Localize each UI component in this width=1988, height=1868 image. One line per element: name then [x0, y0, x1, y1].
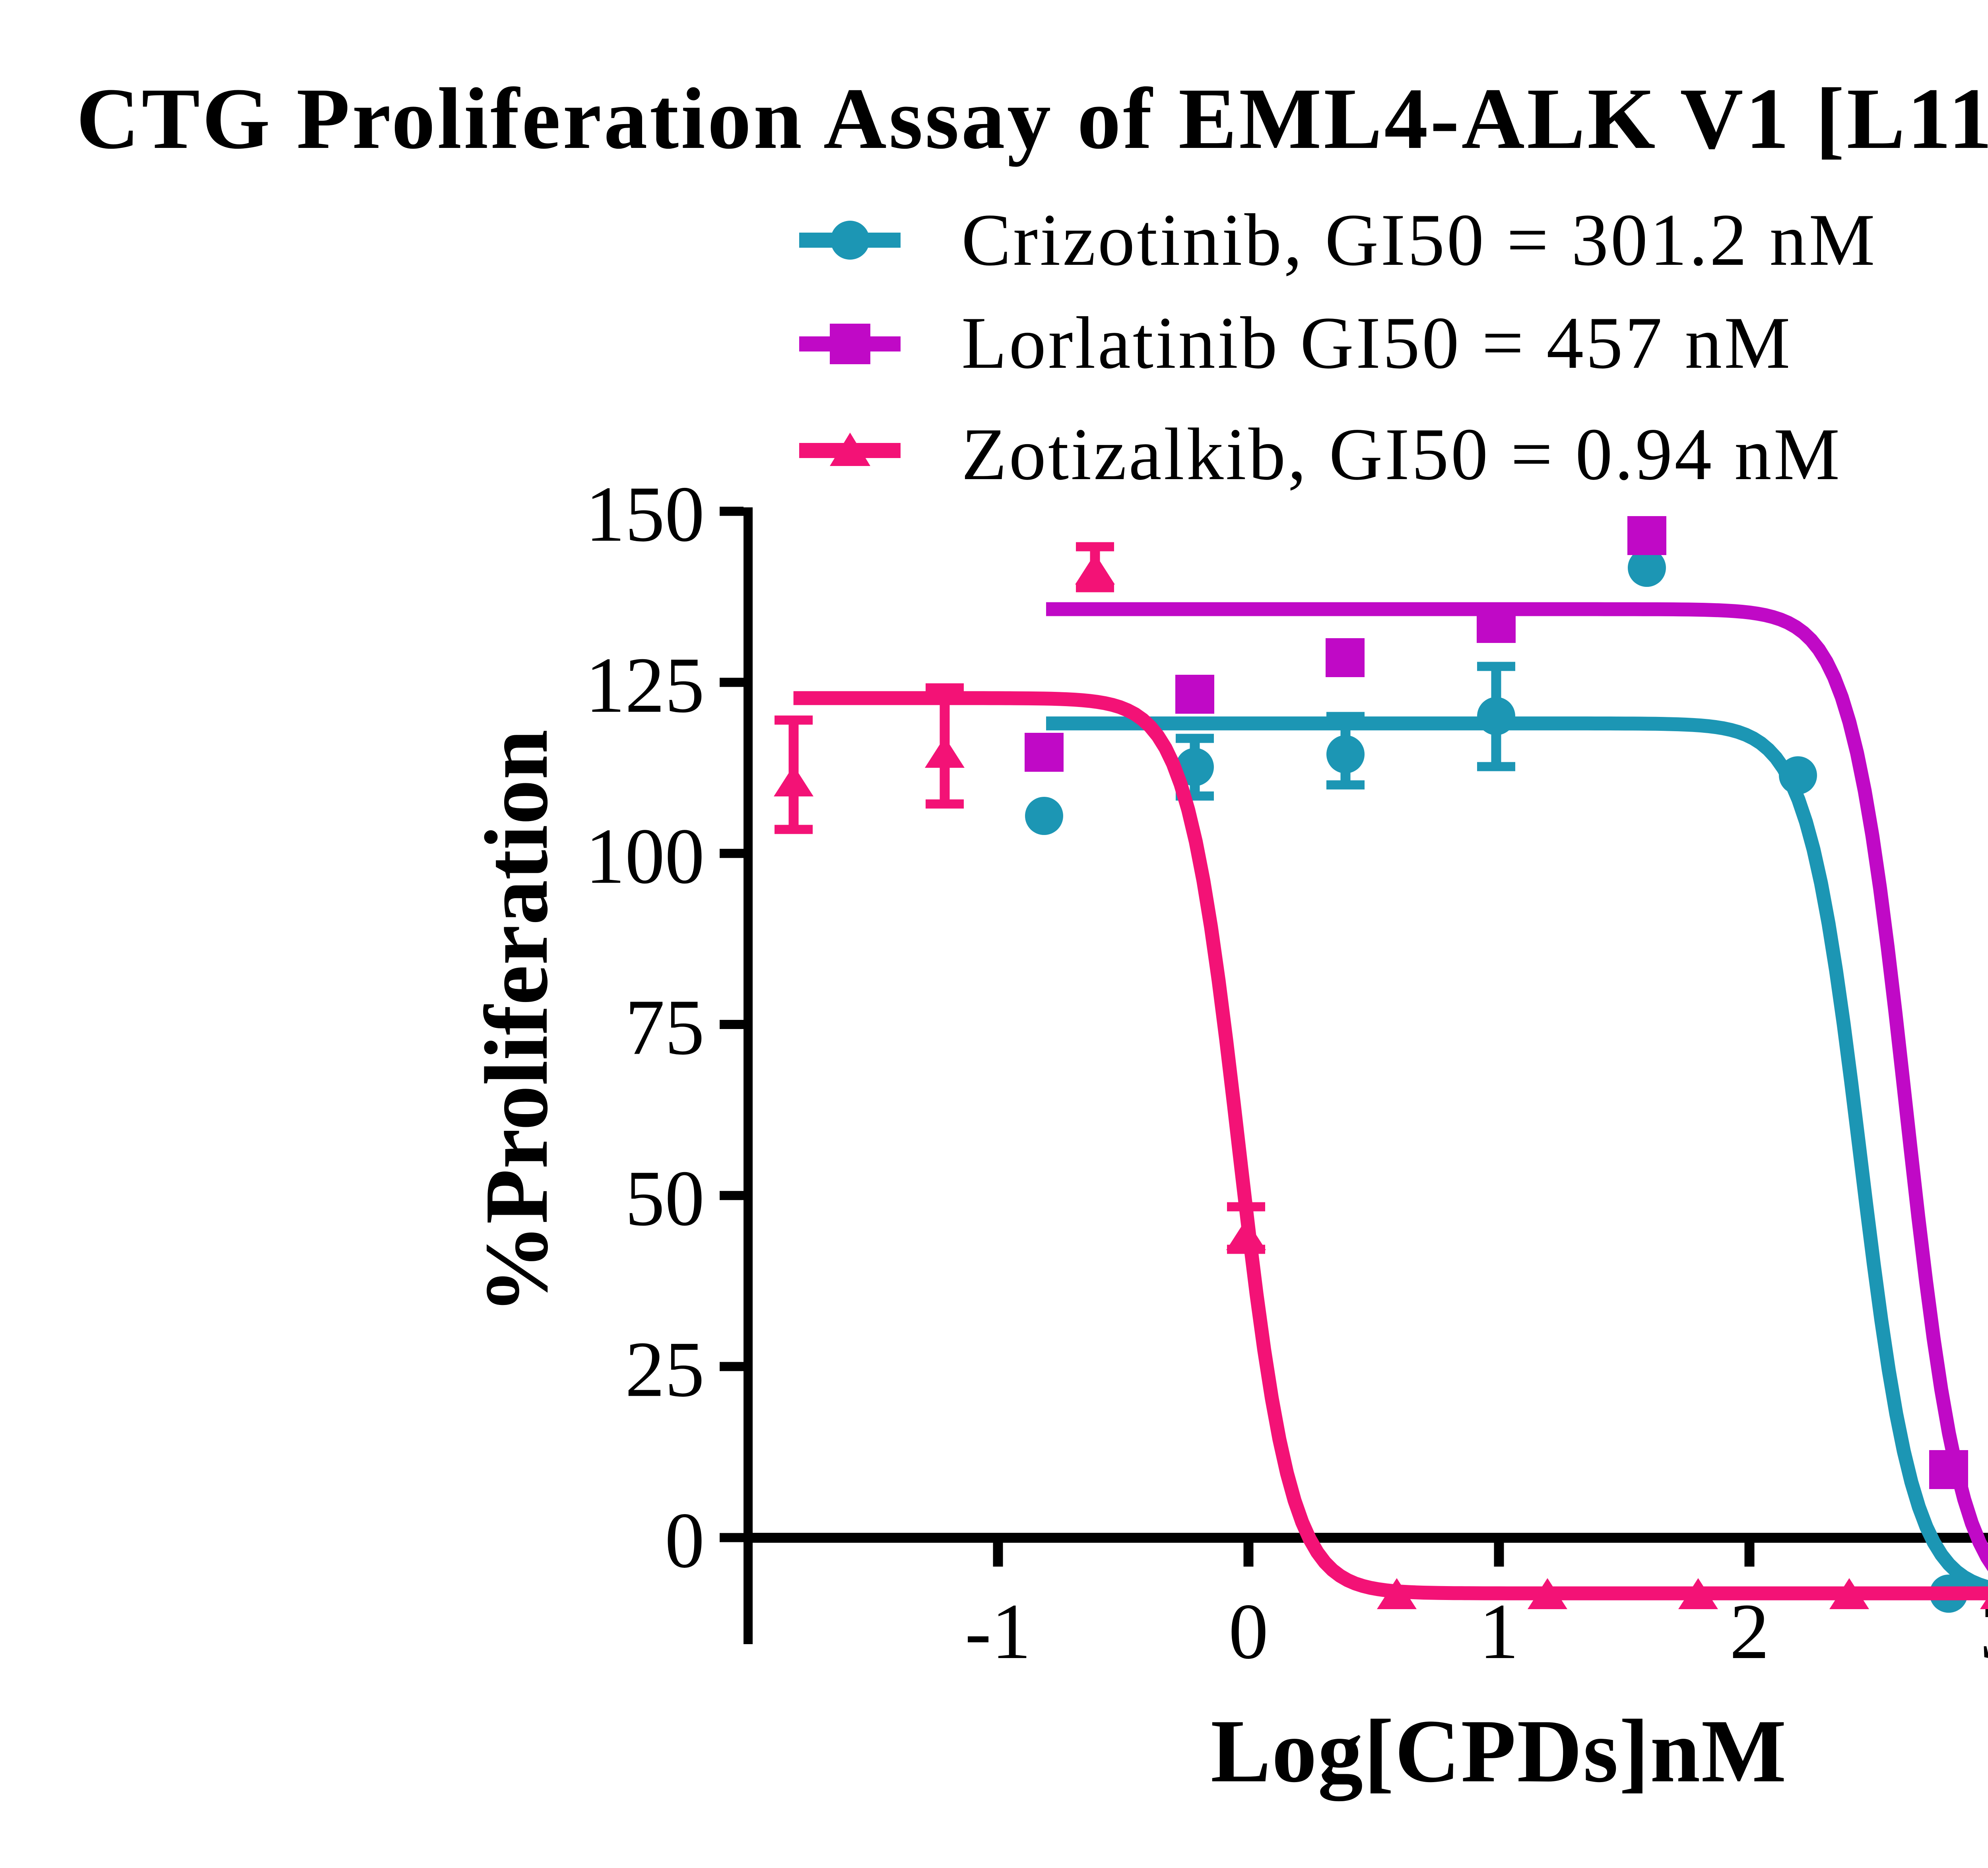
- svg-text:25: 25: [625, 1326, 705, 1414]
- svg-text:150: 150: [585, 470, 705, 558]
- svg-text:Lorlatinib GI50 = 457 nM: Lorlatinib GI50 = 457 nM: [961, 302, 1792, 384]
- svg-text:3: 3: [1980, 1588, 1988, 1676]
- svg-text:0: 0: [665, 1497, 705, 1584]
- svg-text:75: 75: [625, 984, 705, 1072]
- svg-text:1: 1: [1479, 1588, 1519, 1676]
- svg-text:100: 100: [585, 812, 705, 900]
- svg-text:Zotizalkib, GI50 = 0.94 nM: Zotizalkib, GI50 = 0.94 nM: [961, 413, 1842, 495]
- svg-text:CTG Proliferation Assay of EML: CTG Proliferation Assay of EML4-ALK V1 […: [76, 70, 1988, 167]
- svg-text:2: 2: [1730, 1588, 1769, 1676]
- svg-text:Log[CPDs]nM: Log[CPDs]nM: [1211, 1701, 1787, 1801]
- svg-text:-1: -1: [965, 1588, 1031, 1676]
- svg-text:50: 50: [625, 1155, 705, 1243]
- svg-text:125: 125: [585, 641, 705, 729]
- svg-text:%Proliferation: %Proliferation: [467, 730, 567, 1315]
- svg-text:0: 0: [1229, 1588, 1268, 1676]
- svg-text:Crizotinib, GI50 = 301.2 nM: Crizotinib, GI50 = 301.2 nM: [961, 199, 1877, 281]
